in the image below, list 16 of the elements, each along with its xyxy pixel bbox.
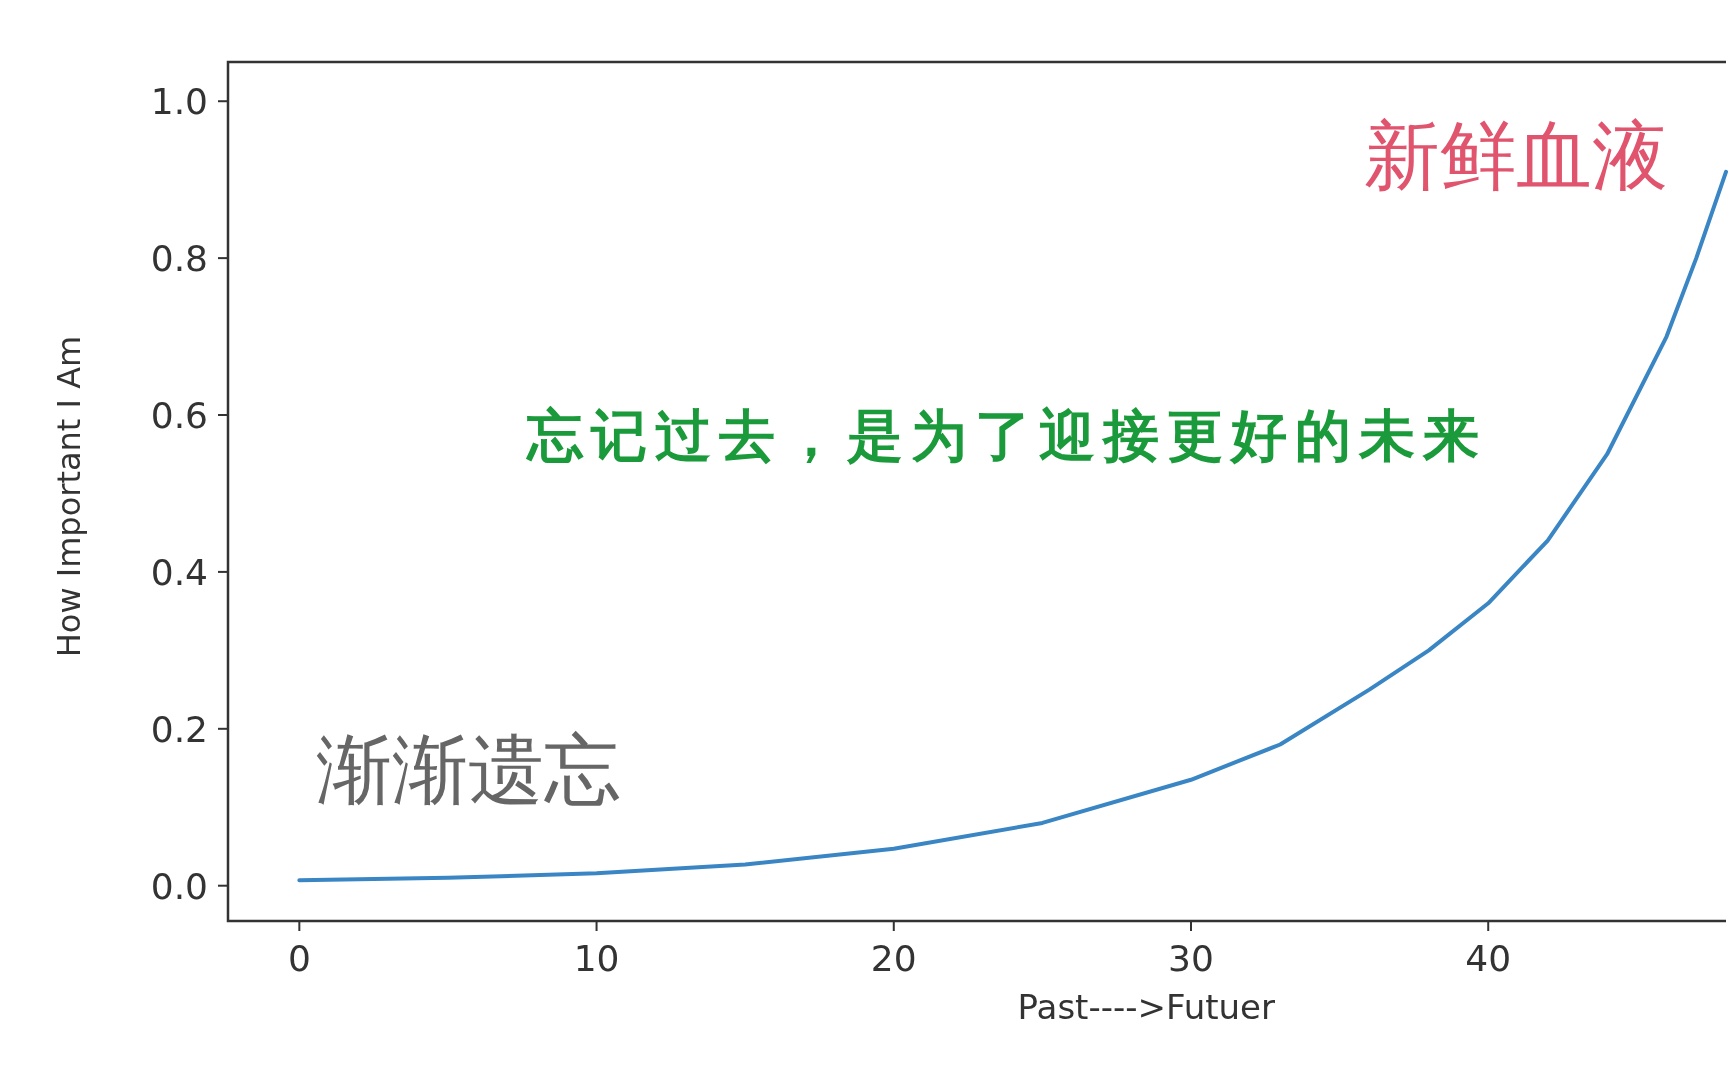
x-tick-label: 0 <box>287 938 311 979</box>
x-tick-label: 30 <box>1168 938 1214 979</box>
y-axis-title: How Important I Am <box>50 335 88 658</box>
y-tick-label: 0.2 <box>150 708 208 750</box>
y-tick-label: 0.8 <box>150 238 208 280</box>
annotation: 新鲜血液 <box>1364 110 1669 200</box>
y-tick-label: 1.0 <box>150 81 208 123</box>
x-axis-title: Past---->Futuer <box>1017 987 1276 1027</box>
x-tick-label: 20 <box>870 938 917 979</box>
x-tick-label: 10 <box>573 938 620 979</box>
x-tick-label: 40 <box>1465 938 1512 979</box>
annotation: 渐渐遗忘 <box>315 724 620 814</box>
y-tick-label: 0.0 <box>150 865 208 907</box>
y-tick-label: 0.6 <box>150 395 208 437</box>
y-tick-label: 0.4 <box>150 551 208 593</box>
annotation: 忘记过去，是为了迎接更好的未来 <box>524 403 1487 469</box>
